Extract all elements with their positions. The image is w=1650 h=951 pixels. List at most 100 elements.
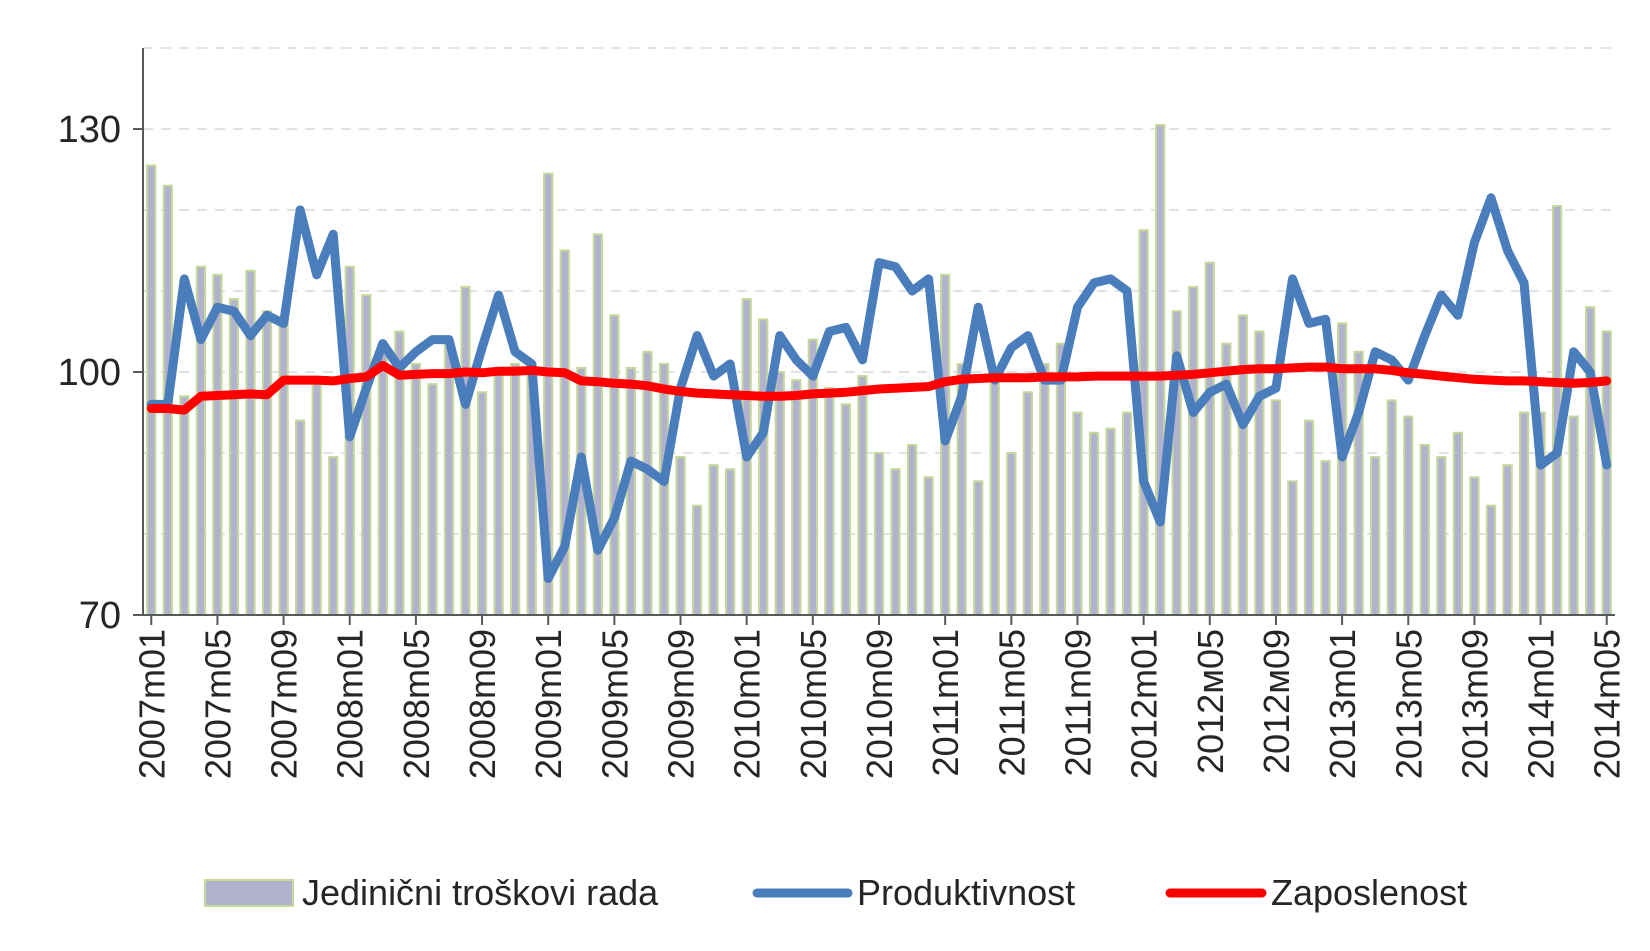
bar	[824, 387, 835, 617]
bar	[675, 456, 686, 616]
bar	[1320, 460, 1331, 616]
bar	[609, 314, 620, 616]
legend-label-jedinicni: Jedinični troškovi rada	[302, 872, 659, 913]
x-tick-label: 2009m09	[661, 629, 702, 779]
bar	[923, 476, 934, 616]
bar	[1601, 330, 1612, 616]
bar	[1419, 443, 1430, 616]
bar	[1287, 480, 1298, 616]
x-tick-label: 2012m01	[1124, 629, 1165, 779]
bar	[179, 395, 190, 616]
x-tick-label: 2011m01	[925, 629, 966, 776]
legend-swatch-jedinicni	[204, 879, 294, 907]
bar	[443, 342, 455, 616]
bar	[625, 366, 637, 617]
y-tick-label: 70	[79, 595, 121, 637]
bar	[642, 350, 653, 616]
bar	[758, 318, 769, 616]
bar	[245, 269, 256, 616]
bar	[410, 362, 422, 616]
bar	[1188, 285, 1199, 616]
bar	[1469, 476, 1480, 616]
x-tick-label: 2008m01	[330, 629, 371, 779]
bar	[873, 452, 885, 616]
zaposlenost-line	[146, 361, 1612, 415]
x-tick-label: 2007m09	[264, 629, 305, 779]
x-tick-label: 2010m09	[859, 629, 900, 779]
bar	[840, 403, 852, 616]
x-tick-label: 2014m05	[1587, 629, 1628, 779]
bar	[906, 443, 918, 616]
bar	[592, 233, 603, 617]
legend-label-zaposlenost: Zaposlenost	[1271, 872, 1467, 913]
bar	[294, 419, 306, 616]
produktivnost-line	[146, 193, 1612, 583]
bar	[658, 362, 670, 616]
bar	[460, 285, 471, 616]
bar	[791, 379, 802, 616]
bar	[1485, 504, 1497, 616]
bar	[1403, 415, 1414, 616]
bar	[476, 391, 488, 616]
y-tick-label: 130	[58, 109, 121, 151]
x-tick-label: 2010m05	[793, 629, 834, 779]
bar	[377, 346, 388, 616]
axes	[133, 48, 1615, 625]
bar	[261, 310, 273, 616]
bar	[1502, 464, 1513, 616]
x-tick-label: 2012м09	[1256, 629, 1297, 774]
x-tick-label: 2011m09	[1058, 629, 1099, 776]
bar	[890, 468, 901, 617]
x-tick-label: 2008m05	[396, 629, 437, 779]
bar	[1121, 411, 1133, 616]
bar-series	[146, 123, 1612, 617]
x-tick-label: 2011m05	[991, 629, 1032, 776]
bar	[311, 379, 322, 616]
bar	[1237, 314, 1249, 616]
bar	[1518, 411, 1530, 616]
x-tick-labels: 2007m01 2007m05 2007m09 2008m01 2008m05 2008m…	[131, 629, 1627, 779]
bar	[1155, 123, 1166, 616]
bar	[146, 164, 157, 616]
line-series	[146, 193, 1612, 583]
bar	[973, 480, 984, 616]
x-tick-label: 2007m01	[131, 629, 172, 779]
x-tick-label: 2007m05	[197, 629, 238, 779]
y-tick-label: 100	[58, 352, 121, 394]
legend: Jedinični troškovi rada Produktivnost Za…	[204, 872, 1467, 913]
bar	[1270, 399, 1282, 616]
bar	[212, 273, 223, 616]
bar	[1039, 362, 1050, 616]
bar	[1386, 399, 1397, 616]
x-tick-label: 2013m01	[1322, 629, 1363, 779]
bar	[989, 379, 1000, 616]
bar	[1436, 456, 1447, 616]
bar	[691, 504, 703, 616]
x-tick-label: 2009m01	[528, 629, 569, 779]
bar	[228, 298, 240, 616]
x-tick-label: 2014m01	[1521, 629, 1562, 779]
bar	[708, 464, 719, 616]
bar	[493, 371, 504, 616]
bar	[328, 456, 339, 616]
bar	[1370, 456, 1381, 616]
bar	[1006, 452, 1017, 616]
bar	[427, 383, 438, 616]
x-tick-label: 2012м05	[1190, 629, 1231, 774]
x-tick-label: 2008m09	[462, 629, 503, 779]
bar	[510, 362, 521, 616]
x-tick-label: 2009m05	[594, 629, 635, 779]
legend-label-produktivnost: Produktivnost	[857, 872, 1075, 913]
bar	[1254, 330, 1265, 616]
bar	[1585, 306, 1596, 616]
bar	[774, 371, 785, 616]
bar	[1452, 431, 1464, 616]
bar	[1303, 419, 1315, 616]
x-tick-label: 2013m09	[1454, 629, 1495, 779]
x-tick-label: 2010m01	[727, 629, 768, 779]
y-tick-labels: 70 100 130	[58, 109, 121, 637]
bar	[1022, 391, 1033, 616]
bar	[1088, 431, 1100, 616]
bar	[857, 375, 868, 616]
